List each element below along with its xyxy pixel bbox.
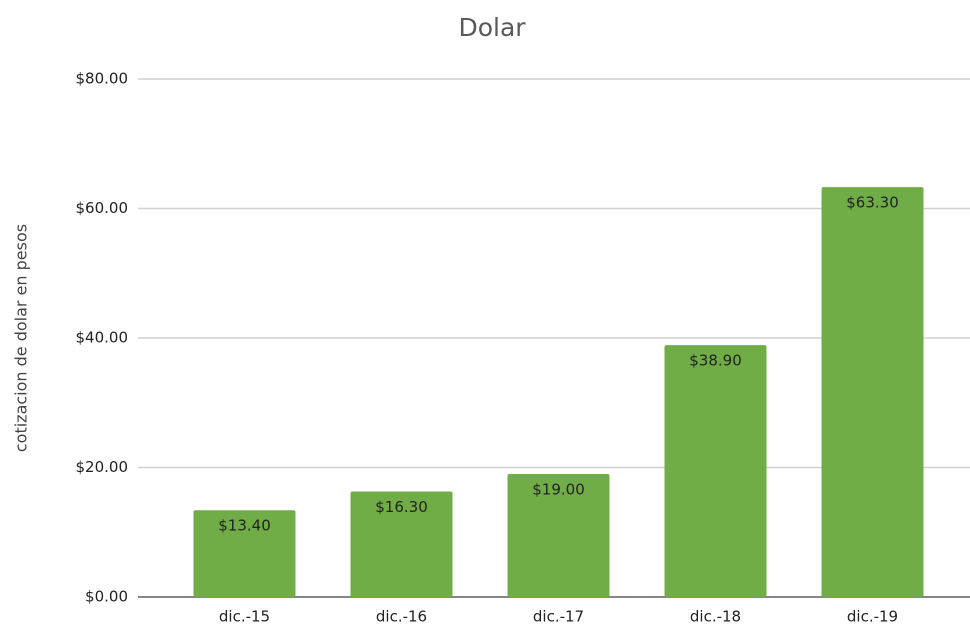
value-label: $13.40	[218, 517, 271, 535]
bar	[664, 345, 767, 597]
chart-title: Dolar	[458, 13, 526, 42]
value-label: $63.30	[846, 194, 899, 212]
y-axis-label: cotizacion de dolar en pesos	[12, 224, 31, 452]
y-tick-label: $20.00	[76, 458, 129, 476]
bar	[350, 491, 453, 597]
y-tick-label: $0.00	[85, 588, 128, 606]
bar	[821, 187, 924, 597]
value-label: $38.90	[689, 352, 742, 370]
value-label: $19.00	[532, 480, 585, 498]
y-tick-label: $80.00	[76, 70, 129, 88]
value-label: $16.30	[375, 498, 428, 516]
x-tick-label: dic.-19	[847, 608, 898, 626]
x-tick-label: dic.-16	[376, 608, 427, 626]
bar	[507, 473, 610, 597]
x-tick-label: dic.-17	[533, 608, 584, 626]
y-tick-label: $40.00	[76, 329, 129, 347]
x-tick-label: dic.-18	[690, 608, 741, 626]
x-tick-label: dic.-15	[219, 608, 270, 626]
bar	[193, 510, 296, 597]
y-tick-label: $60.00	[76, 199, 129, 217]
